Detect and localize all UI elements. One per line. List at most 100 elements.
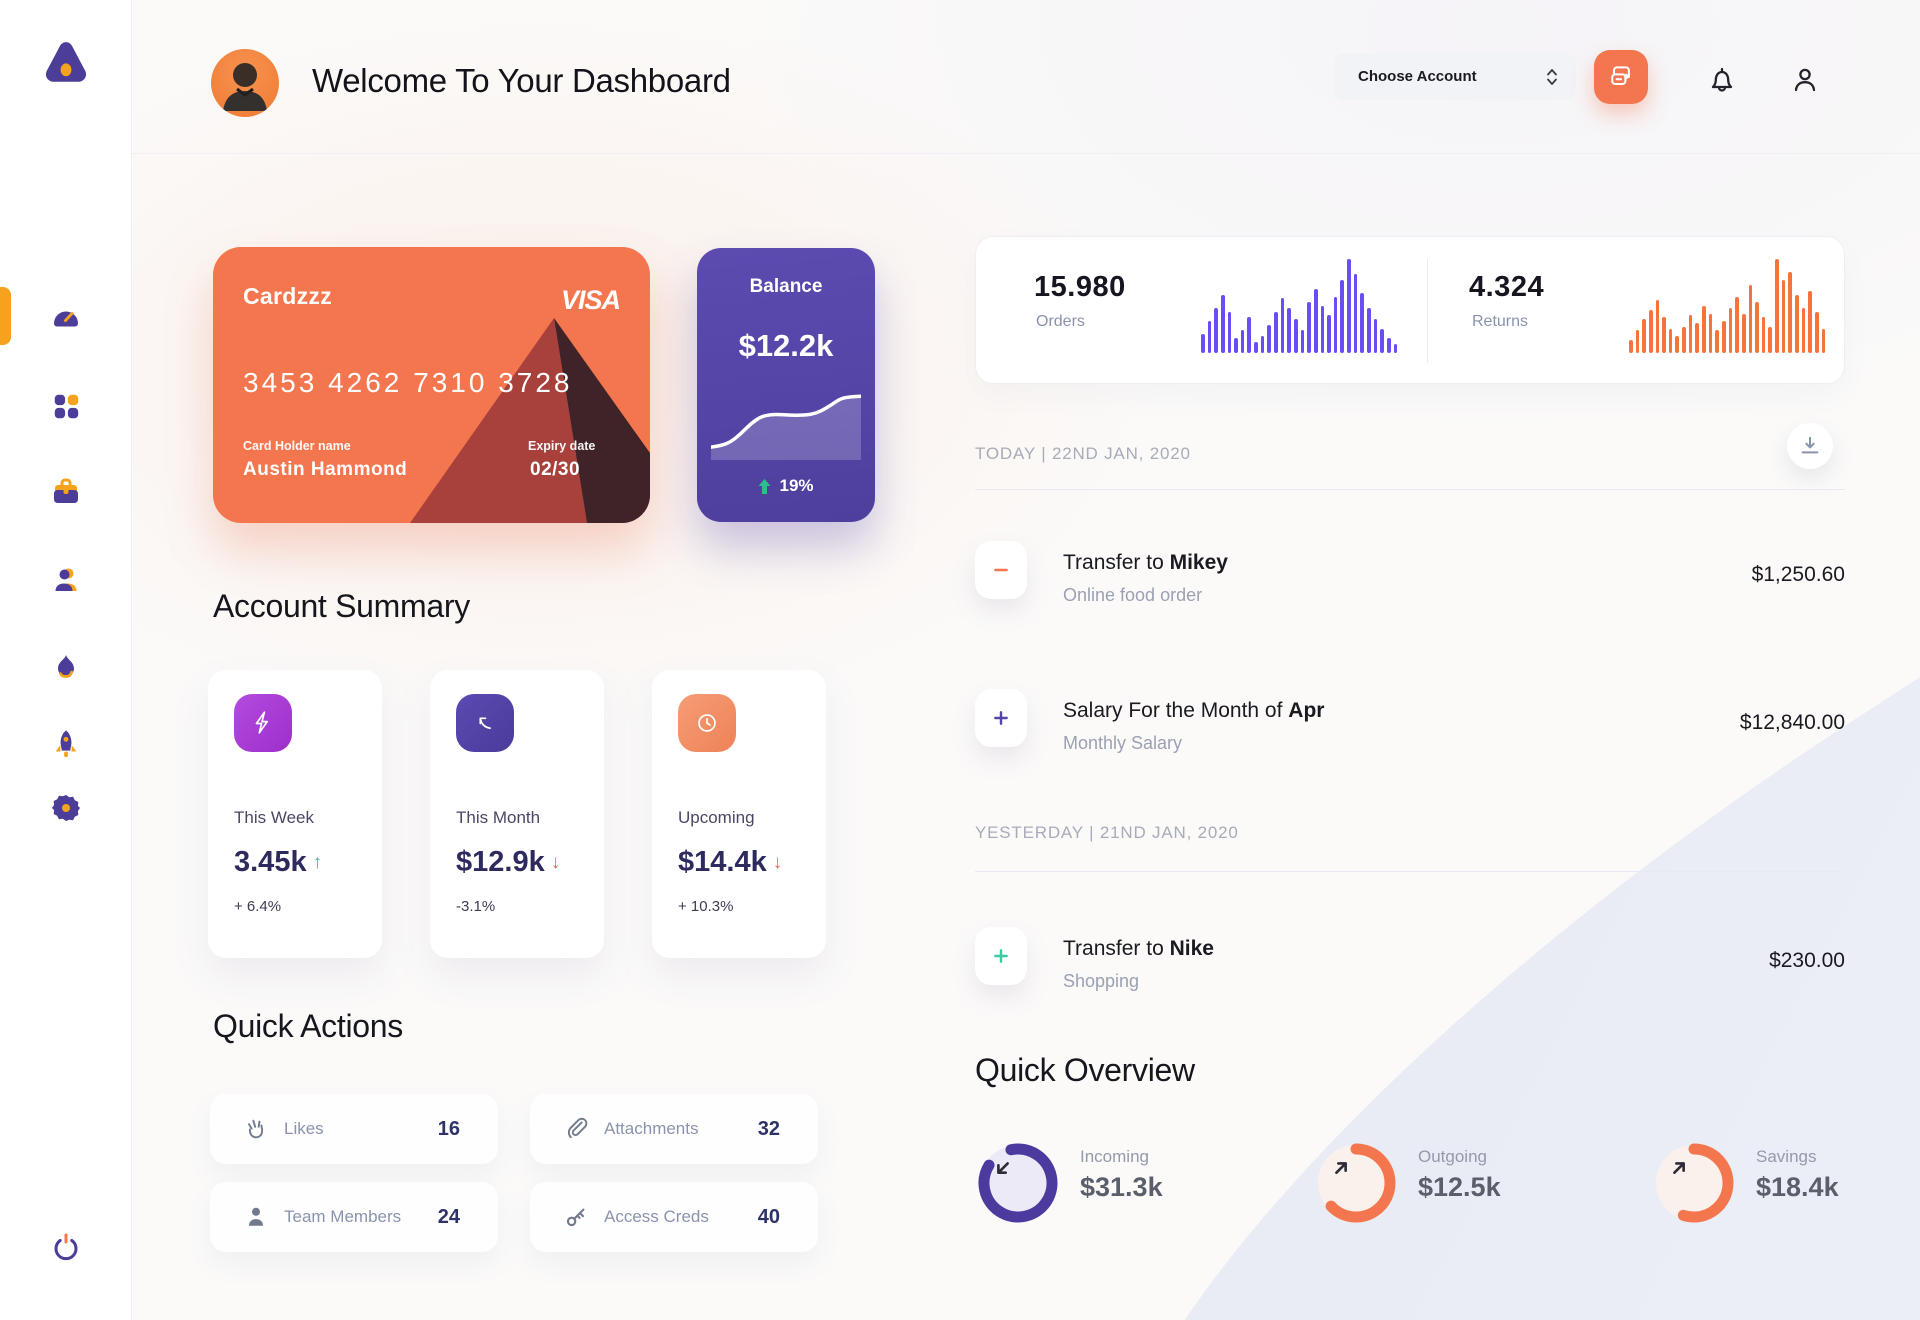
transaction-title: Transfer to Nike (1063, 937, 1214, 960)
quick-action-team-members[interactable]: Team Members 24 (210, 1182, 498, 1252)
quick-action-label: Likes (284, 1119, 324, 1138)
sidebar-item-launch[interactable] (46, 724, 86, 764)
quick-action-count: 24 (437, 1205, 460, 1228)
savings-value: $18.4k (1756, 1172, 1839, 1202)
balance-change-value: 19% (779, 476, 814, 495)
download-icon (1801, 436, 1819, 454)
sidebar (0, 0, 132, 1320)
quick-action-access-creds[interactable]: Access Creds 40 (530, 1182, 818, 1252)
balance-sparkline (711, 394, 861, 460)
transaction-amount: $1,250.60 (1751, 563, 1845, 586)
user-icon (55, 568, 77, 591)
savings-label: Savings (1756, 1147, 1817, 1166)
briefcase-icon (54, 478, 78, 503)
rocket-icon (55, 730, 77, 758)
transaction-row-mikey[interactable]: Transfer to Mikey Online food order $1,2… (975, 541, 1845, 605)
quick-action-label: Team Members (284, 1207, 402, 1226)
orders-bar-chart (1201, 259, 1398, 353)
arrow-up-right-icon (1335, 1162, 1347, 1174)
active-nav-indicator (0, 287, 11, 345)
savings-donut (1654, 1143, 1734, 1223)
arrow-up-right-icon (1673, 1162, 1685, 1174)
transaction-type-icon (975, 689, 1027, 747)
hand-icon (248, 1119, 264, 1139)
download-button[interactable] (1787, 423, 1833, 469)
quick-action-likes[interactable]: Likes 16 (210, 1094, 498, 1164)
orders-value: 15.980 (1034, 271, 1126, 303)
triangle-logo-icon (45, 42, 87, 82)
summary-delta: + 10.3% (678, 898, 734, 915)
trend-up-arrow: ↑ (312, 851, 323, 873)
balance-value: $12.2k (738, 328, 834, 363)
summary-delta: + 6.4% (234, 898, 282, 915)
returns-bar-chart (1629, 259, 1826, 353)
returns-label: Returns (1472, 313, 1529, 330)
incoming-donut (978, 1143, 1058, 1223)
incoming-value: $31.3k (1080, 1172, 1163, 1202)
transaction-amount: $12,840.00 (1739, 711, 1845, 734)
card-pyramid-art (410, 318, 650, 523)
sidebar-item-work[interactable] (46, 472, 86, 512)
arrow-down-left-icon (997, 1162, 1009, 1174)
notifications-button[interactable] (1706, 64, 1738, 96)
summary-card-this-month[interactable]: This Month $12.9k ↓ -3.1% (430, 670, 604, 958)
chat-icon (1611, 66, 1630, 86)
sidebar-item-settings[interactable] (46, 788, 86, 828)
chat-button[interactable] (1594, 50, 1648, 104)
summary-card-this-week[interactable]: This Week 3.45k ↑ + 6.4% (208, 670, 382, 958)
summary-card-upcoming[interactable]: Upcoming $14.4k ↓ + 10.3% (652, 670, 826, 958)
profile-icon (1794, 68, 1816, 92)
quick-action-label: Access Creds (604, 1207, 709, 1226)
account-dropdown-label: Choose Account (1358, 68, 1477, 85)
card-number: 3453 4262 7310 3728 (243, 367, 573, 398)
orders-label: Orders (1036, 313, 1085, 330)
quick-action-count: 40 (757, 1205, 780, 1228)
power-icon (54, 1233, 78, 1261)
sidebar-item-trending[interactable] (46, 648, 86, 688)
credit-card[interactable]: Cardzzz VISA 3453 4262 7310 3728 Card Ho… (213, 247, 650, 523)
sidebar-item-users[interactable] (46, 560, 86, 600)
person-icon (249, 1207, 263, 1226)
arrow-up-icon (758, 478, 771, 494)
user-avatar[interactable] (211, 49, 279, 117)
trend-down-arrow: ↓ (550, 851, 561, 873)
summary-period: This Month (456, 808, 541, 827)
flame-icon (58, 654, 74, 678)
visa-logo: VISA (560, 285, 621, 315)
transactions-date-today: TODAY | 22ND JAN, 2020 (975, 444, 1191, 463)
transaction-amount: $230.00 (1769, 949, 1845, 972)
sidebar-item-dashboard[interactable] (46, 296, 86, 336)
header-divider (132, 153, 1920, 154)
paperclip-icon (567, 1117, 588, 1139)
transaction-type-icon (975, 927, 1027, 985)
card-holder-name: Austin Hammond (243, 459, 408, 480)
account-dropdown[interactable]: Choose Account (1334, 53, 1576, 100)
transactions-divider (975, 489, 1845, 490)
quick-actions-title: Quick Actions (213, 1008, 403, 1044)
lightning-icon (234, 694, 292, 752)
key-icon (566, 1208, 585, 1227)
transaction-row-salary[interactable]: Salary For the Month of Apr Monthly Sala… (975, 689, 1845, 753)
sidebar-item-apps[interactable] (46, 386, 86, 426)
logout-button[interactable] (46, 1228, 86, 1268)
transaction-title: Transfer to Mikey (1063, 551, 1228, 574)
transaction-row-nike[interactable]: Transfer to Nike Shopping $230.00 (975, 927, 1845, 991)
quick-action-count: 32 (757, 1117, 780, 1140)
settings-gear-icon (52, 795, 80, 821)
bell-icon (1711, 67, 1733, 92)
quick-action-label: Attachments (604, 1119, 699, 1138)
transaction-subtitle: Monthly Salary (1063, 733, 1183, 753)
expiry-date: 02/30 (530, 459, 581, 480)
profile-button[interactable] (1789, 64, 1821, 96)
outgoing-label: Outgoing (1418, 1147, 1487, 1166)
balance-card[interactable]: Balance $12.2k 19% (697, 248, 875, 522)
app-logo[interactable] (38, 38, 94, 93)
summary-value: $14.4k ↓ (678, 846, 783, 878)
summary-value: $12.9k ↓ (456, 846, 561, 878)
transaction-title: Salary For the Month of Apr (1063, 699, 1325, 722)
card-name: Cardzzz (243, 283, 333, 309)
quick-action-attachments[interactable]: Attachments 32 (530, 1094, 818, 1164)
chevron-up-down-icon (1547, 68, 1557, 85)
avatar-photo (223, 63, 267, 111)
